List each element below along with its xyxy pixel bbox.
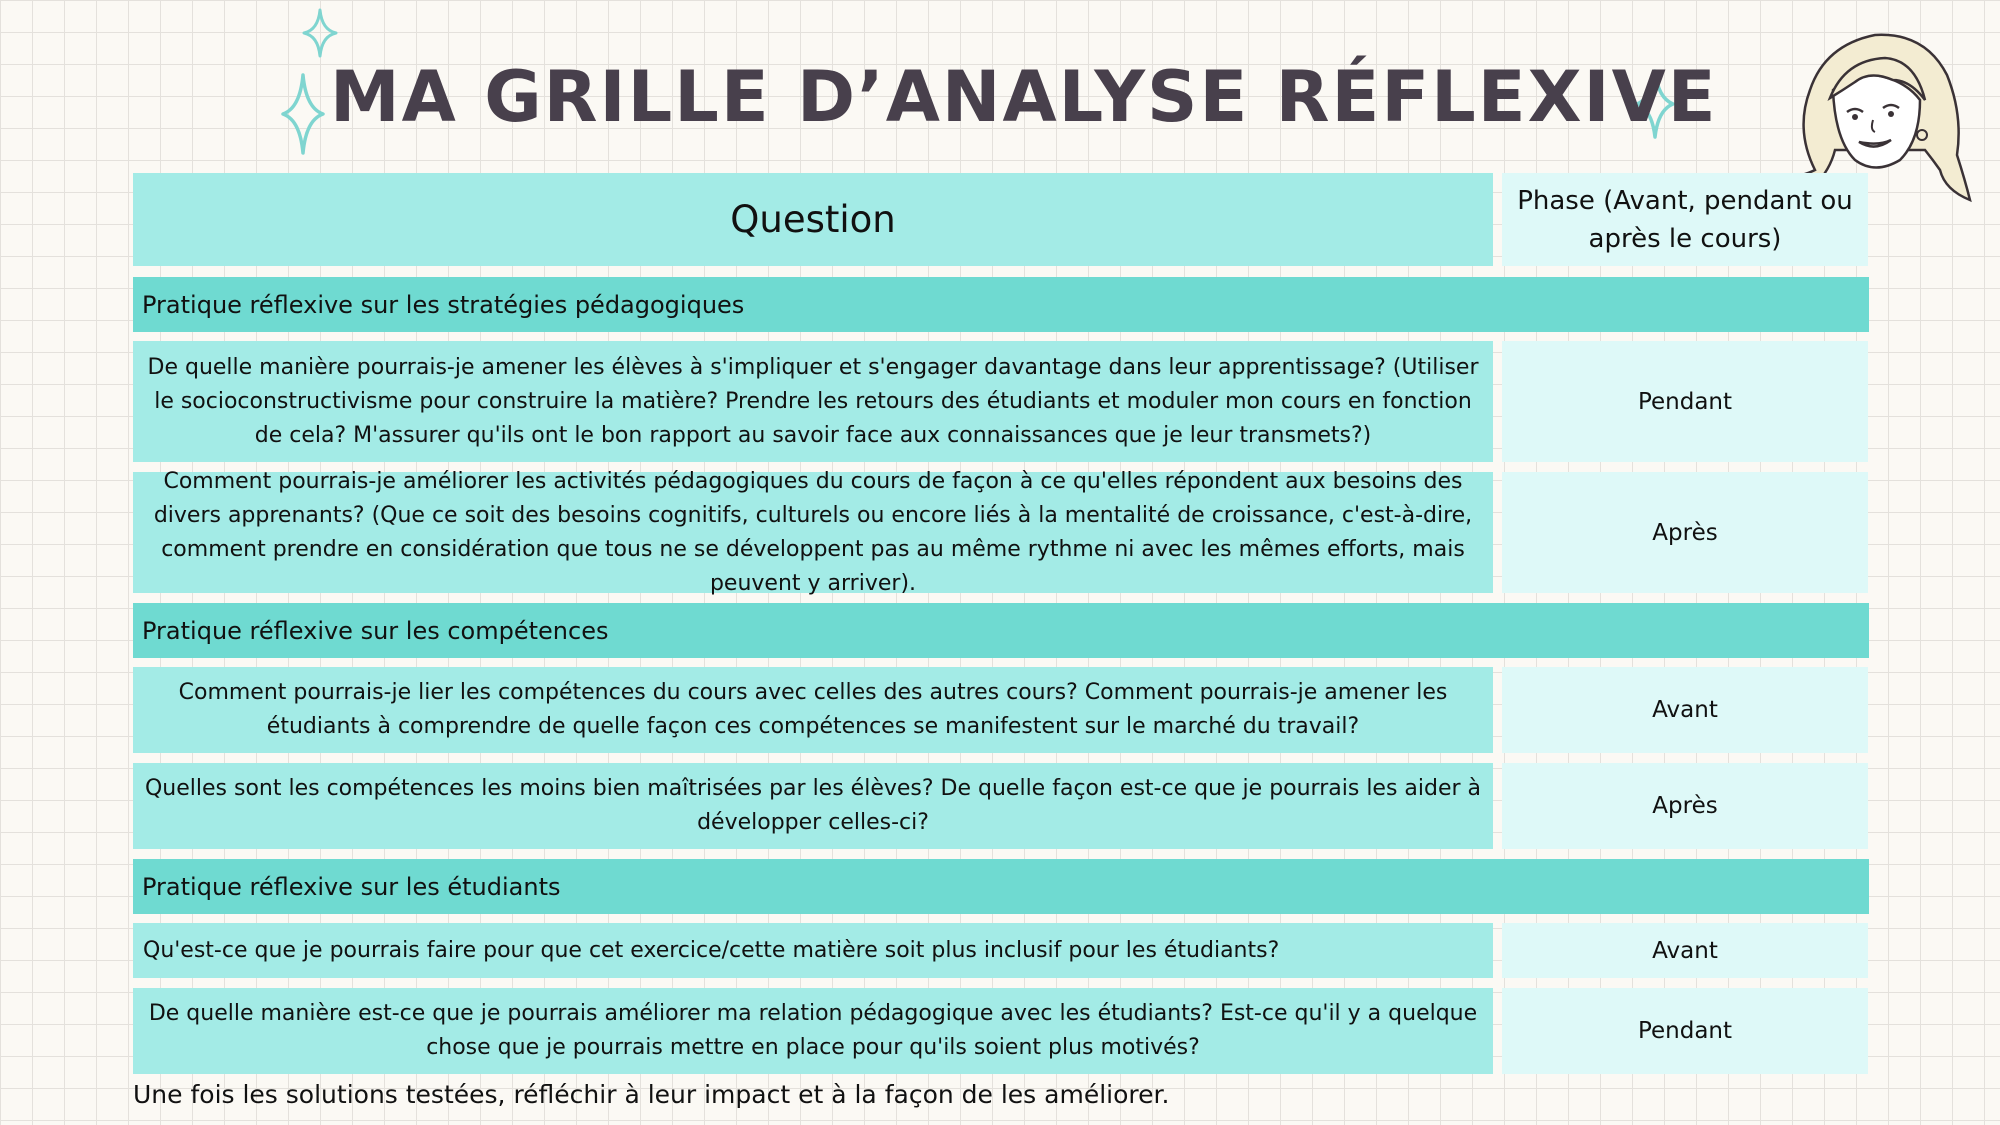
phase-cell: Pendant — [1502, 341, 1868, 462]
question-cell: Comment pourrais-je améliorer les activi… — [133, 469, 1493, 596]
phase-cell: Avant — [1502, 923, 1868, 978]
question-cell: Qu'est-ce que je pourrais faire pour que… — [133, 923, 1493, 978]
phase-cell: Après — [1502, 472, 1868, 593]
question-cell: De quelle manière est-ce que je pourrais… — [133, 988, 1493, 1074]
page-title: MA GRILLE D’ANALYSE RÉFLEXIVE — [330, 56, 1718, 138]
phase-cell: Après — [1502, 763, 1868, 849]
column-header-question: Question — [133, 173, 1493, 266]
section-title-strategies: Pratique réflexive sur les stratégies pé… — [133, 277, 1869, 332]
question-cell: De quelle manière pourrais-je amener les… — [133, 341, 1493, 462]
column-header-phase: Phase (Avant, pendant ou après le cours) — [1502, 173, 1868, 266]
sparkle-icon — [1635, 69, 1675, 139]
sparkle-icon — [302, 8, 338, 58]
avatar-illustration — [1779, 33, 1972, 203]
sparkle-icon — [281, 73, 325, 155]
footer-note: Une fois les solutions testées, réfléchi… — [133, 1080, 1170, 1109]
phase-cell: Avant — [1502, 667, 1868, 753]
question-cell: Quelles sont les compétences les moins b… — [133, 763, 1493, 849]
section-title-competences: Pratique réflexive sur les compétences — [133, 603, 1869, 658]
question-cell: Comment pourrais-je lier les compétences… — [133, 667, 1493, 753]
phase-cell: Pendant — [1502, 988, 1868, 1074]
section-title-etudiants: Pratique réflexive sur les étudiants — [133, 859, 1869, 914]
